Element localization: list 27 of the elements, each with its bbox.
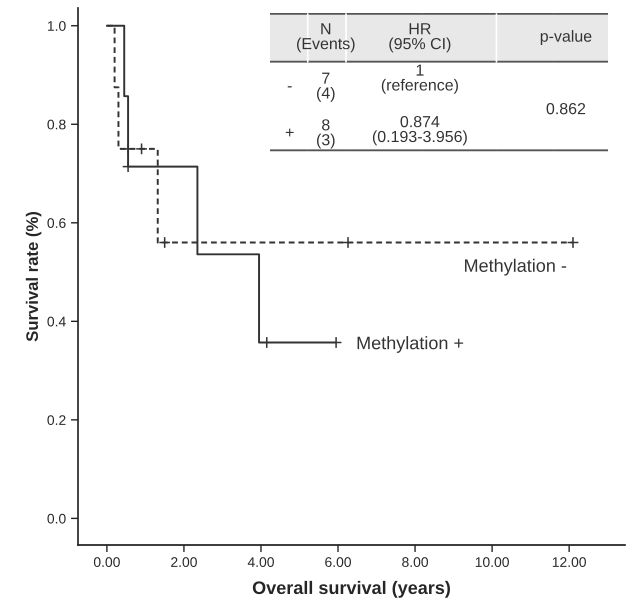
annotation: N (Events): [297, 23, 355, 52]
x-tick-label: 12.00: [552, 557, 586, 568]
annotation: -: [288, 86, 292, 88]
annotation: 7 (4): [317, 72, 335, 102]
annotation: p-value: [540, 30, 592, 45]
y-tick-label: 0.6: [47, 218, 66, 228]
x-tick-label: 10.00: [476, 557, 509, 568]
annotation: +: [286, 128, 294, 136]
annotation: HR (95% CI): [389, 23, 450, 52]
y-tick-label: 1.0: [48, 21, 66, 31]
x-tick-label: 8.00: [402, 557, 428, 568]
series-label: Methylation +: [358, 336, 464, 353]
y-tick-label: 0.8: [47, 120, 66, 130]
annotation: 1 (reference): [382, 64, 458, 94]
y-tick-label: 0.2: [47, 415, 66, 426]
x-tick-label: 6.00: [325, 557, 351, 568]
x-axis-title: Overall survival (years): [252, 580, 450, 598]
annotation: 8 (3): [317, 119, 335, 149]
annotation: 0.862: [546, 103, 586, 114]
series-label: Methylation -: [465, 258, 566, 276]
x-tick-label: 2.00: [171, 557, 197, 568]
x-tick-label: 0.00: [94, 557, 120, 568]
y-axis-title: Survival rate (%): [26, 212, 42, 342]
y-tick-label: 0.0: [47, 514, 66, 524]
y-tick-label: 0.4: [47, 316, 66, 326]
x-tick-label: 4.00: [248, 557, 274, 568]
annotation: 0.874 (0.193-3.956): [372, 116, 467, 146]
